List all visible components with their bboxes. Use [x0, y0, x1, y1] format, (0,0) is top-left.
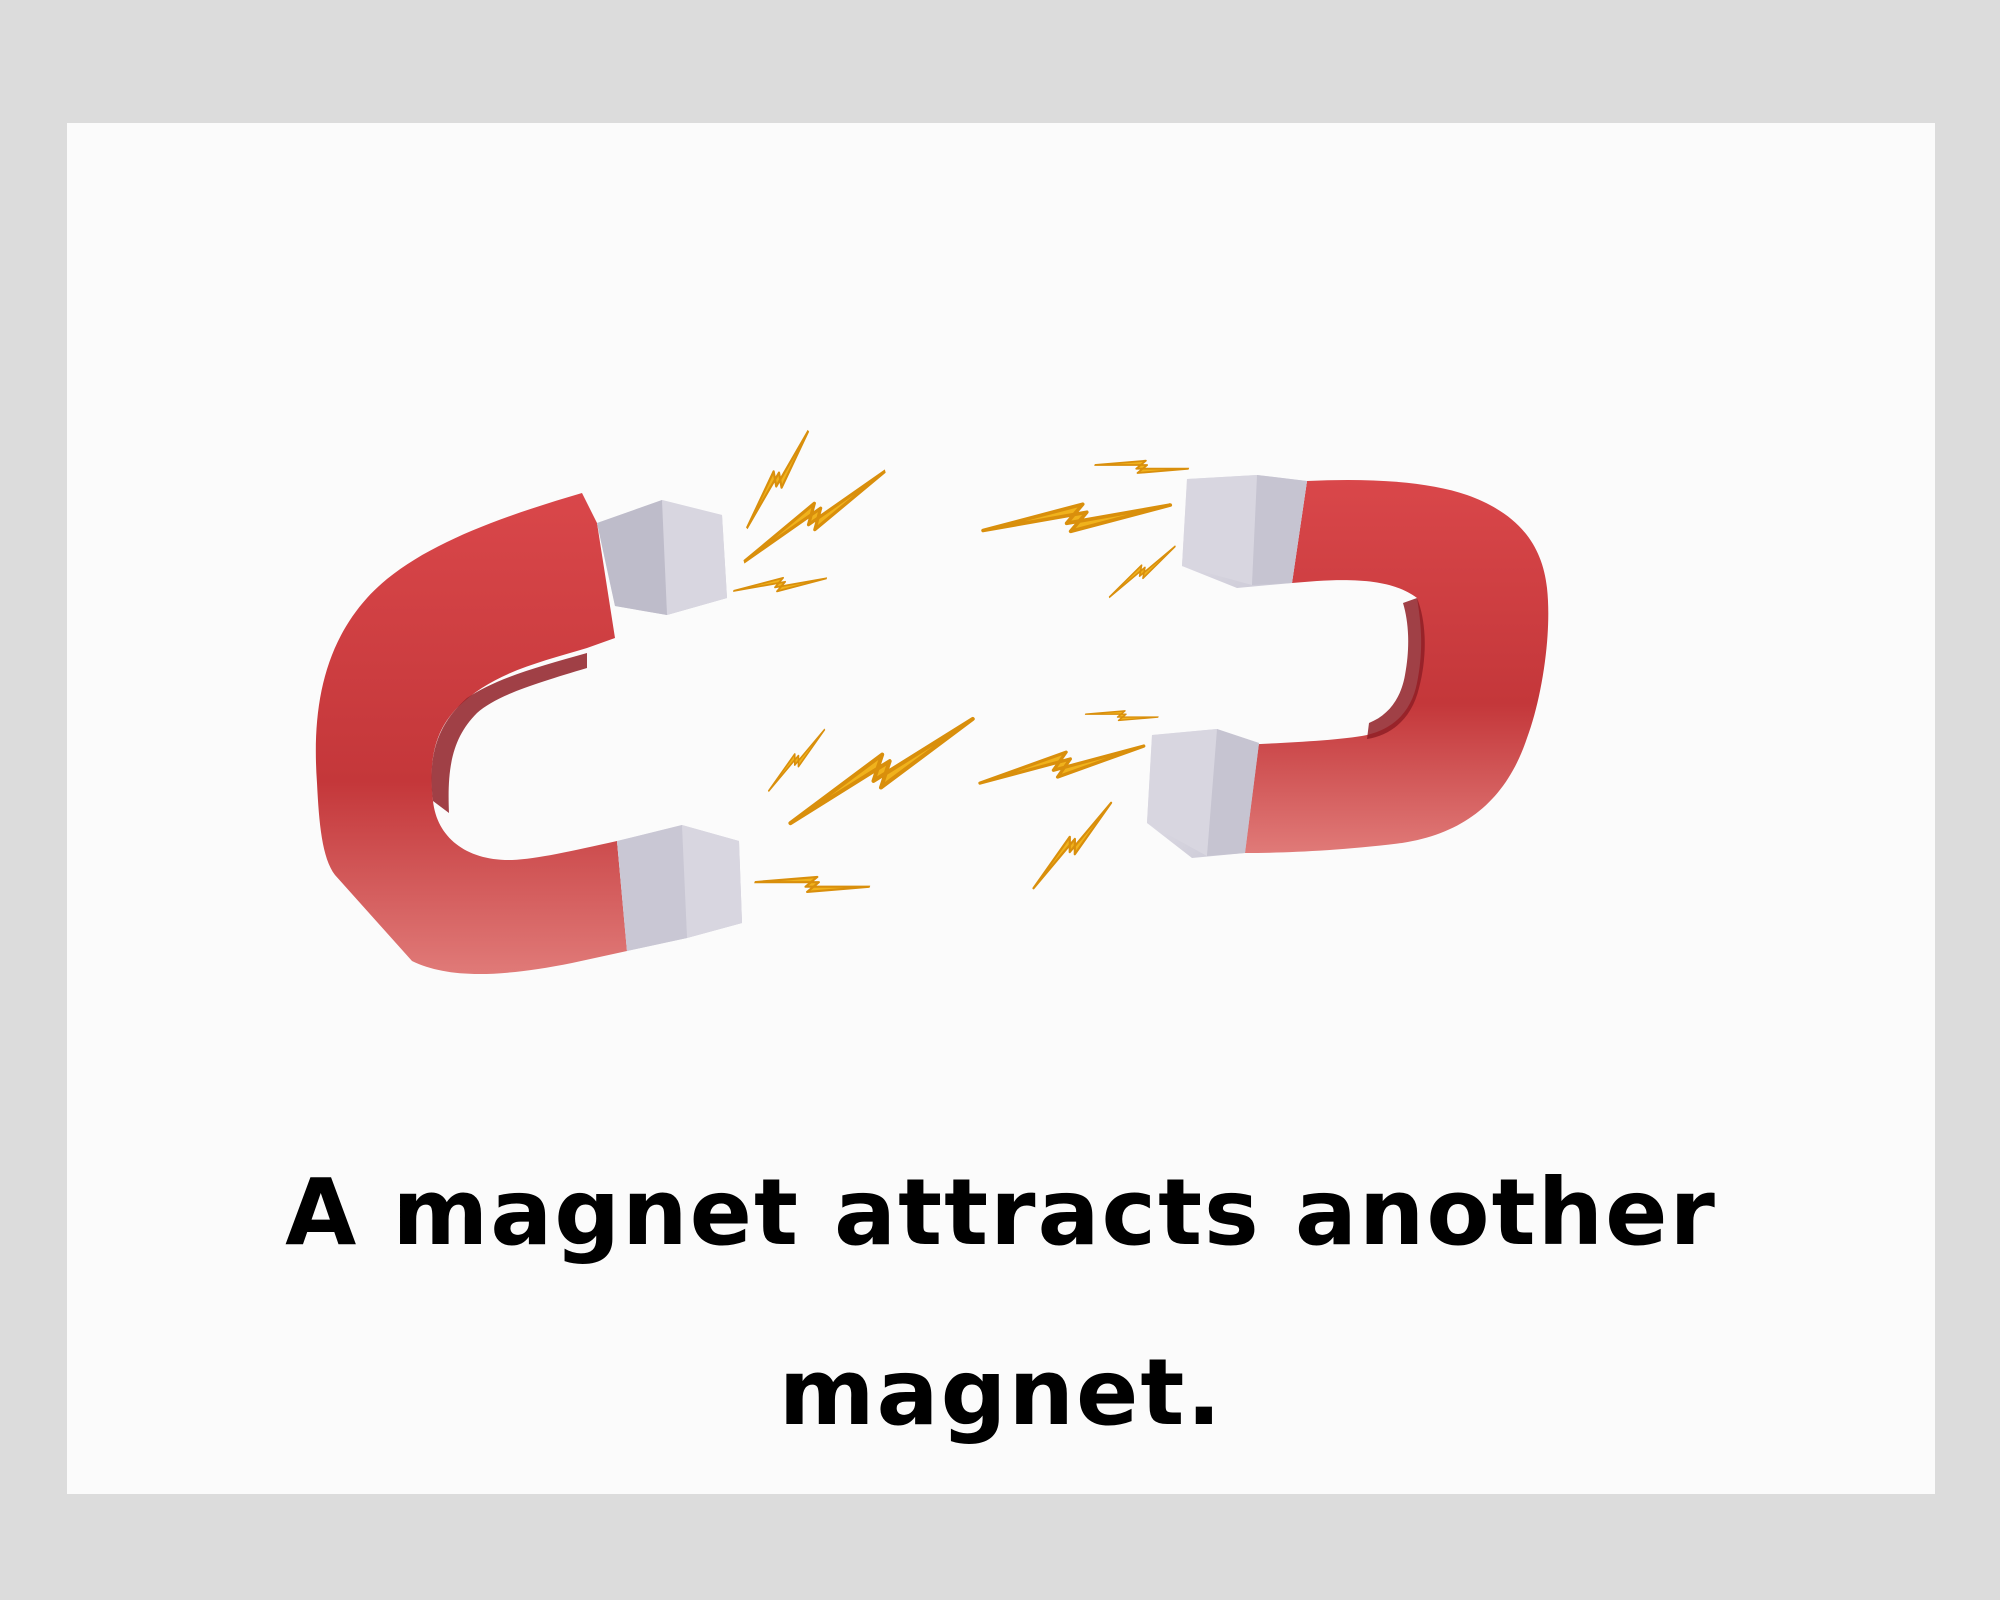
- horseshoe-magnet-icon: [1147, 475, 1549, 858]
- horseshoe-magnet-icon: [315, 493, 742, 975]
- lightning-bolt-icon: [723, 429, 986, 921]
- magnets-illustration: [315, 429, 1549, 975]
- caption-text: A magnet attracts another magnet.: [285, 1159, 1717, 1446]
- content-card: A magnet attracts another magnet.: [67, 123, 1935, 1494]
